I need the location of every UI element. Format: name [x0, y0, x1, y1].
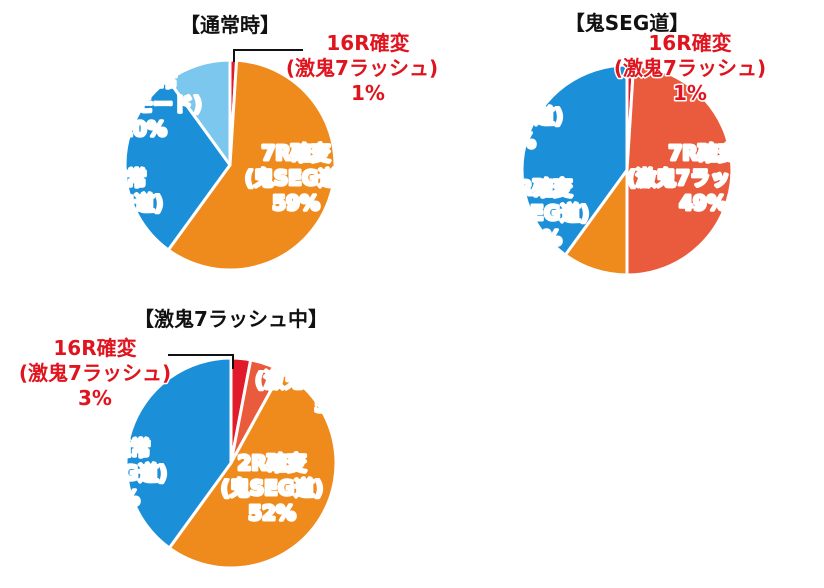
pie-slice: [166, 58, 337, 272]
slice-label: 7R通常(鬼SEG道) 40%: [461, 79, 564, 153]
pie-slice: [166, 58, 232, 167]
pie-slice: [167, 369, 338, 570]
pie-slice: [124, 356, 233, 550]
slice-label: 16R確変(激鬼7ラッシュ) 1%: [614, 31, 766, 105]
slice-label: 7R通常(鬼SEG道) 30%: [61, 166, 164, 240]
slice-label: 7R通常(通常モード) 10%: [84, 67, 202, 141]
slice-label: 16R確変(激鬼7ラッシュ) 3%: [19, 336, 171, 410]
pie-chart-2: 【鬼SEG道】16R確変(激鬼7ラッシュ) 1% 7R確変(激鬼7ラッシュ) 49% 7…: [459, 11, 781, 277]
slice-label: 16R確変(激鬼7ラッシュ) 1%: [286, 31, 438, 105]
pie-slice: [123, 78, 232, 252]
slice-label: 2R確変(鬼SEG道) 52%: [221, 451, 324, 525]
slice-label: 7R確変(鬼SEG道) 59%: [245, 141, 348, 215]
slice-label: 2R確変(激鬼7ラッシュ) 5%: [255, 343, 407, 417]
slice-label: 7R確変(激鬼7ラッシュ) 49%: [627, 141, 779, 215]
chart-title: 【通常時】: [180, 13, 280, 37]
pie-slice: [520, 63, 629, 257]
slice-label: 7R確変(鬼SEG道) 10%: [487, 176, 590, 250]
chart-title: 【鬼SEG道】: [565, 11, 689, 35]
pie-chart-3: 【激鬼7ラッシュ中】 16R確変(激鬼7ラッシュ) 3% 2R確変(激鬼7ラッシュ) 5…: [17, 307, 409, 570]
slice-label: 2R通常(鬼SEG道) 40%: [65, 436, 168, 510]
chart-title: 【激鬼7ラッシュ中】: [134, 307, 328, 331]
pie-chart-1: 【通常時】16R確変(激鬼7ラッシュ) 1% 7R確変(鬼SEG道) 59% 7R通常(…: [59, 13, 440, 272]
pie-slice: [625, 63, 734, 277]
leader-line: [233, 49, 303, 62]
leader-line: [168, 354, 234, 369]
